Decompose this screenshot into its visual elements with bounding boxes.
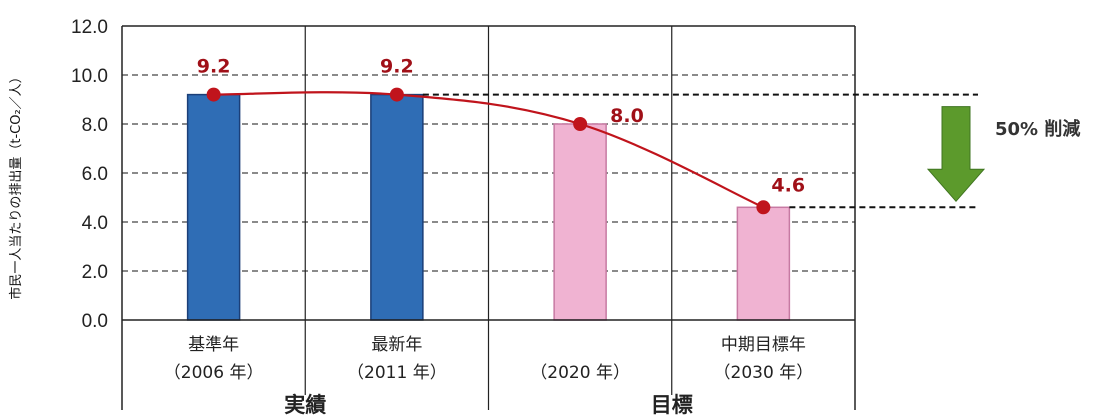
category-label-line2: （2020 年） — [530, 363, 630, 383]
category-labels: 基準年 （2006 年） 最新年 （2011 年） （2020 年） 中期目標年 （2030… — [164, 335, 813, 383]
category-label-line2: （2006 年） — [164, 363, 264, 383]
data-point — [756, 200, 771, 215]
data-label: 9.2 — [197, 56, 231, 78]
y-tick-label: 12.0 — [71, 17, 108, 38]
y-tick-label: 0.0 — [82, 311, 108, 332]
category-label-line1: 最新年 — [371, 335, 422, 355]
category-label-line2: （2011 年） — [347, 363, 447, 383]
group-label: 実績 — [284, 393, 326, 417]
plot-frame — [121, 25, 856, 410]
y-axis-label: 市民一人当たりの排出量（t-CO₂／人） — [8, 70, 24, 299]
category-label-line1: 基準年 — [188, 335, 239, 355]
trend-line: 9.2 9.2 8.0 4.6 — [197, 56, 805, 215]
category-label-line2: （2030 年） — [714, 363, 814, 383]
data-point — [206, 87, 221, 102]
data-label: 9.2 — [380, 56, 414, 78]
down-arrow-icon — [926, 106, 986, 203]
data-label: 8.0 — [610, 105, 644, 127]
y-tick-labels: 0.0 2.0 4.0 6.0 8.0 10.0 12.0 — [71, 17, 108, 332]
y-tick-label: 4.0 — [82, 213, 108, 234]
bar-target — [736, 206, 791, 321]
trend-curve — [213, 91, 764, 209]
y-tick-label: 10.0 — [71, 66, 108, 87]
bar-actual — [370, 93, 424, 321]
bar-actual — [186, 93, 241, 321]
bar-target — [553, 123, 607, 321]
data-label: 4.6 — [771, 174, 805, 196]
group-label: 目標 — [651, 393, 693, 417]
data-point — [573, 117, 588, 131]
y-tick-label: 8.0 — [82, 115, 108, 136]
y-tick-label: 2.0 — [82, 262, 108, 283]
y-tick-label: 6.0 — [82, 164, 108, 185]
reduction-label: 50% 削減 — [995, 118, 1080, 140]
group-labels: 実績 目標 — [284, 393, 693, 417]
bars — [186, 93, 791, 321]
reduction-annotation: 50% 削減 — [422, 93, 1080, 209]
grid-lines — [122, 74, 855, 272]
category-label-line1: 中期目標年 — [721, 335, 806, 355]
data-point — [389, 87, 404, 102]
